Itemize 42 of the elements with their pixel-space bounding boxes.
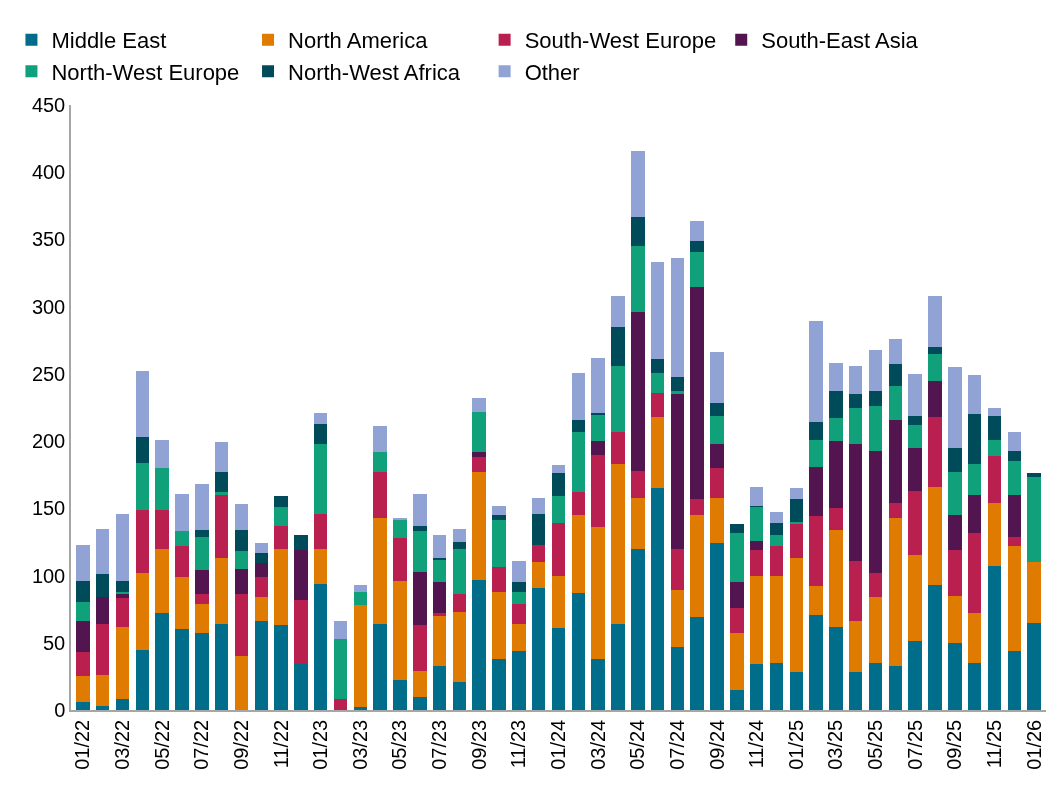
x-tick-label: 01/23 <box>309 719 332 770</box>
y-tick-label: 100 <box>31 564 66 587</box>
x-tick-label: 05/23 <box>388 719 411 770</box>
legend-label: North America <box>288 28 429 54</box>
x-tick-label: 07/24 <box>665 719 688 770</box>
y-tick-label: 450 <box>31 94 66 116</box>
legend-label: North-West Africa <box>288 59 461 85</box>
y-tick-label: 200 <box>31 430 66 453</box>
y-tick-label: 350 <box>31 228 66 251</box>
x-tick-label: 07/22 <box>190 719 213 770</box>
legend-label: South-West Europe <box>524 28 717 54</box>
x-tick-label: 11/23 <box>507 719 530 769</box>
x-tick-label: 01/22 <box>71 719 94 770</box>
legend-label: North-West Europe <box>51 59 240 85</box>
x-tick-label: 03/25 <box>824 719 847 770</box>
y-tick-label: 0 <box>54 699 66 721</box>
x-tick-label: 11/25 <box>982 719 1005 769</box>
x-tick-label: 09/23 <box>467 719 490 770</box>
y-tick-label: 250 <box>31 362 66 385</box>
x-tick-label: 03/23 <box>348 719 371 770</box>
legend-label: Other <box>524 59 580 85</box>
x-tick-label: 09/22 <box>229 719 252 770</box>
x-tick-label: 09/24 <box>705 719 728 770</box>
x-tick-label: 03/22 <box>111 719 134 770</box>
x-tick-label: 05/25 <box>864 719 887 770</box>
x-tick-label: 09/25 <box>943 719 966 770</box>
x-tick-label: 07/25 <box>903 719 926 770</box>
y-tick-label: 50 <box>43 631 66 654</box>
y-tick-label: 150 <box>31 497 66 520</box>
x-tick-label: 11/24 <box>745 719 768 769</box>
x-tick-label: 01/26 <box>1022 719 1045 770</box>
x-tick-label: 01/25 <box>784 719 807 770</box>
x-tick-label: 11/22 <box>269 719 292 769</box>
y-tick-label: 400 <box>31 161 66 184</box>
legend-label: Middle East <box>51 28 167 54</box>
x-tick-label: 05/24 <box>626 719 649 770</box>
legend-label: South-East Asia <box>761 28 919 54</box>
y-tick-label: 300 <box>31 295 66 318</box>
x-tick-label: 07/23 <box>428 719 451 770</box>
x-tick-label: 03/24 <box>586 719 609 770</box>
x-tick-label: 01/24 <box>547 719 569 770</box>
x-tick-label: 05/22 <box>150 719 173 770</box>
